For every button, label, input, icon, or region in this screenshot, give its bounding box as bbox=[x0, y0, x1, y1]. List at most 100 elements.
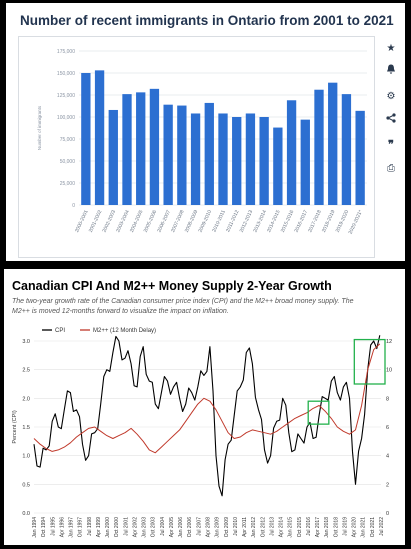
cpi-xtick-label: Oct 2018 bbox=[333, 517, 339, 538]
cpi-subtitle-line-2: M2++ is moved 12-months forward to visua… bbox=[12, 308, 229, 315]
cpi-xtick-label: Oct 2009 bbox=[224, 517, 230, 538]
bar-2001-2002 bbox=[94, 70, 105, 205]
cpi-xtick-label: Jul 2004 bbox=[160, 517, 166, 536]
cpi-ytick-label: 1.0 bbox=[22, 454, 30, 460]
immigrants-chart-frame: 0 25,000 50,000 75,000 100,000 125,000 150,000… bbox=[18, 36, 375, 258]
cpi-xtick-label: Oct 1997 bbox=[78, 517, 84, 538]
bar-2018-2019 bbox=[328, 82, 338, 205]
cpi-xtick-label: Oct 1994 bbox=[41, 517, 47, 538]
cpi-subtitle-line-1: The two-year growth rate of the Canadian… bbox=[12, 298, 354, 305]
cpi-xtick-label: Jan 2018 bbox=[324, 517, 330, 538]
bar-2007-2008 bbox=[177, 105, 187, 205]
cpi-xtick-label: Jul 2016 bbox=[306, 517, 312, 536]
bar-ytick-label: 100,000 bbox=[57, 115, 75, 121]
bar-xtick-label: 2020-2021* bbox=[348, 209, 364, 235]
cpi-xtick-label: Apr 1999 bbox=[96, 517, 102, 538]
cpi-xtick-label: Apr 2005 bbox=[169, 517, 175, 538]
cpi-xtick-label: Jan 2006 bbox=[178, 517, 184, 538]
cpi-xtick-label: Jul 2013 bbox=[269, 517, 275, 536]
bar-ytick-label: 25,000 bbox=[60, 181, 76, 187]
m2-ytick-label: 6 bbox=[386, 425, 389, 431]
bar-2019-2020 bbox=[341, 94, 352, 205]
m2-ytick-label: 4 bbox=[386, 454, 389, 460]
bar-2008-2009 bbox=[190, 113, 201, 205]
bar-ytick-label: 175,000 bbox=[57, 49, 75, 55]
cpi-line-chart: 0.0 0.5 1.0 1.5 2.0 2.5 3.0 0 2 4 6 8 10 12 Percent (C… bbox=[12, 328, 392, 538]
bar-2006-2007 bbox=[163, 104, 173, 205]
cpi-ytick-label: 1.5 bbox=[22, 425, 30, 431]
bar-ytick-label: 0 bbox=[72, 203, 75, 209]
cpi-xtick-label: Jan 2000 bbox=[105, 517, 111, 538]
cpi-xtick-label: Jul 1998 bbox=[87, 517, 93, 536]
m2-ytick-label: 12 bbox=[386, 339, 392, 345]
bar-2014-2015 bbox=[273, 127, 283, 205]
gear-icon[interactable]: ⚙ bbox=[382, 88, 400, 106]
bar-2010-2011 bbox=[218, 113, 228, 205]
annotation-box-2018 bbox=[307, 400, 330, 425]
star-icon[interactable]: ★ bbox=[382, 40, 400, 58]
cpi-xtick-label: Apr 2011 bbox=[242, 517, 248, 537]
bar-2015-2016 bbox=[286, 100, 297, 205]
bar-2011-2012 bbox=[232, 117, 242, 205]
cpi-xtick-label: Jul 1995 bbox=[50, 517, 56, 536]
immigrants-chart-title: Number of recent immigrants in Ontario f… bbox=[20, 13, 394, 28]
bell-icon[interactable] bbox=[382, 64, 400, 82]
bar-ylabel: Number of immigrants bbox=[37, 105, 42, 150]
annotation-box-2022 bbox=[353, 338, 386, 385]
cpi-ylabel: Percent (CPI) bbox=[12, 410, 18, 443]
cpi-xtick-label: Jan 2009 bbox=[215, 517, 221, 538]
cpi-chart-title: Canadian CPI And M2++ Money Supply 2-Yea… bbox=[12, 279, 332, 293]
m2-ytick-label: 10 bbox=[386, 368, 392, 374]
m2-ytick-label: 2 bbox=[386, 482, 389, 488]
bar-ytick-label: 150,000 bbox=[57, 71, 75, 77]
cpi-xtick-label: Jul 2022 bbox=[379, 517, 385, 536]
bar-2012-2013 bbox=[245, 113, 256, 205]
cpi-xtick-label: Apr 2008 bbox=[206, 517, 212, 538]
cpi-xtick-label: Jul 2010 bbox=[233, 517, 239, 536]
bar-2020-2021* bbox=[355, 110, 365, 205]
chart-toolbar: ★ ⚙ ❞ ⎙ bbox=[377, 36, 405, 262]
cpi-xtick-label: Oct 2003 bbox=[151, 517, 157, 538]
bar-2005-2006 bbox=[149, 88, 160, 205]
legend-cpi-label: CPI bbox=[55, 328, 65, 334]
bar-ytick-label: 50,000 bbox=[60, 159, 76, 165]
m2-ytick-label: 8 bbox=[386, 396, 389, 402]
cpi-xtick-label: Apr 2020 bbox=[352, 517, 358, 538]
bar-ytick-label: 125,000 bbox=[57, 93, 75, 99]
cpi-xtick-label: Jul 2007 bbox=[196, 517, 202, 536]
immigrants-chart-panel: Number of recent immigrants in Ontario f… bbox=[6, 3, 405, 261]
print-icon[interactable]: ⎙ bbox=[382, 160, 400, 178]
bar-ytick-label: 75,000 bbox=[60, 137, 76, 143]
cpi-xtick-label: Oct 2015 bbox=[297, 517, 303, 538]
m2-line bbox=[33, 343, 381, 454]
cpi-line bbox=[33, 335, 381, 497]
cpi-ytick-label: 3.0 bbox=[22, 339, 30, 345]
cpi-ytick-label: 0.5 bbox=[22, 482, 30, 488]
share-icon[interactable] bbox=[382, 112, 400, 130]
cpi-xtick-label: Jan 2021 bbox=[361, 517, 367, 538]
cpi-xtick-label: Jan 2003 bbox=[142, 517, 148, 538]
cpi-xtick-label: Jan 1994 bbox=[32, 517, 38, 538]
cpi-xtick-label: Oct 2021 bbox=[370, 517, 376, 538]
cpi-xtick-label: Apr 2002 bbox=[132, 517, 138, 538]
bar-2002-2003 bbox=[108, 109, 118, 205]
m2-ytick-label: 0 bbox=[386, 511, 389, 517]
cpi-xtick-label: Jan 2012 bbox=[251, 517, 257, 538]
cpi-ytick-label: 2.5 bbox=[22, 368, 30, 374]
bar-2000-2001 bbox=[81, 73, 91, 205]
cpi-chart-subtitle: The two-year growth rate of the Canadian… bbox=[12, 297, 402, 317]
bar-2004-2005 bbox=[136, 92, 146, 205]
bar-2016-2017 bbox=[300, 119, 310, 205]
cpi-xtick-label: Apr 1996 bbox=[59, 517, 65, 538]
cpi-xtick-label: Jan 2015 bbox=[288, 517, 294, 538]
bar-2013-2014 bbox=[259, 117, 269, 205]
quote-icon[interactable]: ❞ bbox=[382, 136, 400, 154]
cpi-xtick-label: Apr 2014 bbox=[279, 517, 285, 538]
cpi-ytick-label: 0.0 bbox=[22, 511, 30, 517]
legend-m2-label: M2++ (12 Month Delay) bbox=[93, 328, 156, 334]
cpi-xtick-label: Apr 2017 bbox=[315, 517, 321, 538]
bar-2009-2010 bbox=[204, 102, 214, 205]
cpi-xtick-label: Jul 2019 bbox=[342, 517, 348, 536]
cpi-xtick-label: Oct 2006 bbox=[187, 517, 193, 538]
cpi-ytick-label: 2.0 bbox=[22, 396, 30, 402]
